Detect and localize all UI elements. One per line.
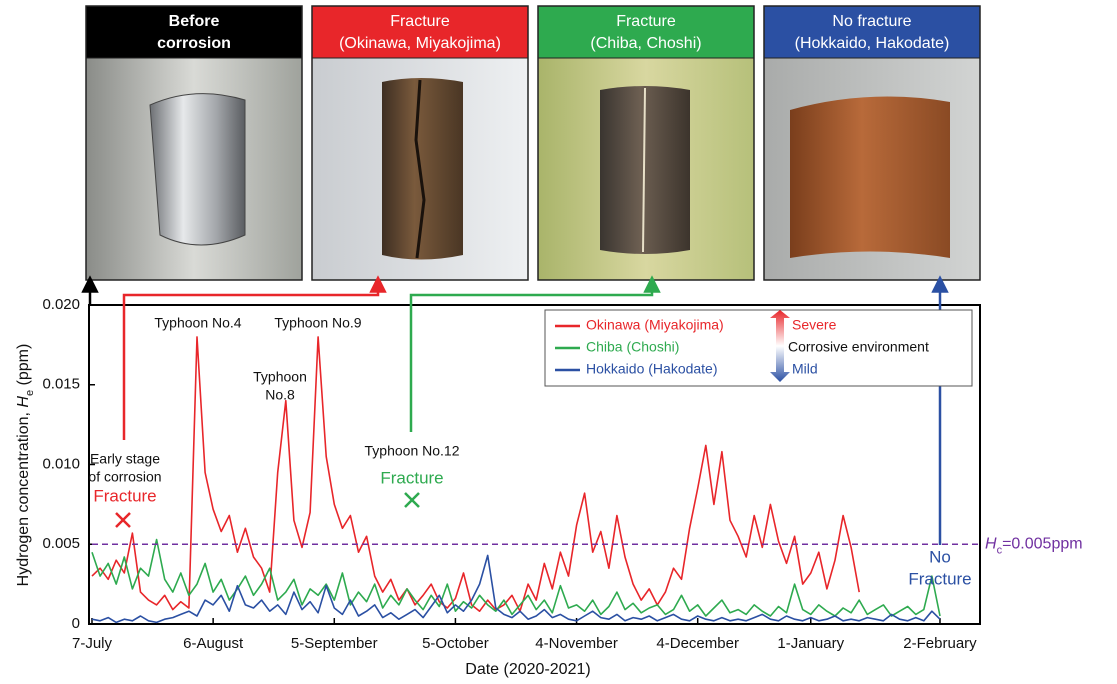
- annotation: Early stage: [90, 451, 160, 467]
- annotation: Fracture: [908, 569, 971, 588]
- y-label-unit: (ppm): [15, 344, 32, 390]
- panel-title: corrosion: [157, 35, 231, 52]
- y-tick-label: 0.020: [42, 296, 80, 313]
- scale-middle: Corrosive environment: [788, 339, 929, 355]
- fracture-marker: [405, 493, 419, 507]
- y-label-text: Hydrogen concentration,: [15, 408, 32, 587]
- annotation: Typhoon No.9: [274, 315, 361, 331]
- scale-top: Severe: [792, 317, 837, 333]
- annotation: of corrosion: [88, 469, 161, 485]
- y-tick-label: 0: [72, 615, 80, 632]
- annotation: Typhoon No.12: [365, 443, 460, 459]
- y-label-symbol: H: [15, 396, 32, 408]
- panel-title: (Chiba, Choshi): [590, 35, 701, 52]
- marks: [116, 493, 419, 527]
- panel-title: Fracture: [390, 13, 450, 30]
- y-axis-label: Hydrogen concentration, He (ppm): [15, 344, 36, 587]
- annotation: No.8: [265, 387, 295, 403]
- legend-label: Okinawa (Miyakojima): [586, 317, 724, 333]
- specimen: [382, 78, 463, 260]
- x-tick-label: 4-December: [656, 635, 739, 652]
- panel-title: (Hokkaido, Hakodate): [795, 35, 950, 52]
- arrow: [124, 284, 378, 440]
- panel-title: Fracture: [616, 13, 676, 30]
- specimen: [150, 94, 245, 245]
- threshold-label: Hc=0.005ppm: [985, 535, 1083, 556]
- scale-bottom: Mild: [792, 361, 818, 377]
- annotation: Fracture: [380, 468, 443, 487]
- specimen: [790, 97, 950, 258]
- x-tick-label: 6-August: [183, 635, 244, 652]
- annotation: Typhoon No.4: [154, 315, 241, 331]
- x-tick-label: 5-September: [291, 635, 378, 652]
- x-tick-label: 7-July: [72, 635, 113, 652]
- x-tick-label: 5-October: [422, 635, 489, 652]
- panel-title: Before: [169, 13, 220, 30]
- figure: Before corrosion Fracture (Okinawa, Miyakoj…: [0, 0, 1117, 684]
- threshold-text: =0.005ppm: [1002, 535, 1083, 552]
- annotation: No: [929, 547, 951, 566]
- annotation: Fracture: [93, 486, 156, 505]
- y-tick-label: 0.005: [42, 535, 80, 552]
- x-axis-label: Date (2020-2021): [465, 661, 590, 678]
- legend-label: Chiba (Choshi): [586, 339, 679, 355]
- x-tick-label: 1-January: [777, 635, 844, 652]
- x-tick-label: 2-February: [903, 635, 977, 652]
- y-tick-label: 0.015: [42, 376, 80, 393]
- annotation: Typhoon: [253, 369, 307, 385]
- fracture-marker: [116, 513, 130, 527]
- panel-title: (Okinawa, Miyakojima): [339, 35, 501, 52]
- legend-label: Hokkaido (Hakodate): [586, 361, 718, 377]
- y-tick-label: 0.010: [42, 455, 80, 472]
- panel-title: No fracture: [832, 13, 911, 30]
- x-tick-label: 4-November: [535, 635, 618, 652]
- threshold-symbol: H: [985, 535, 997, 552]
